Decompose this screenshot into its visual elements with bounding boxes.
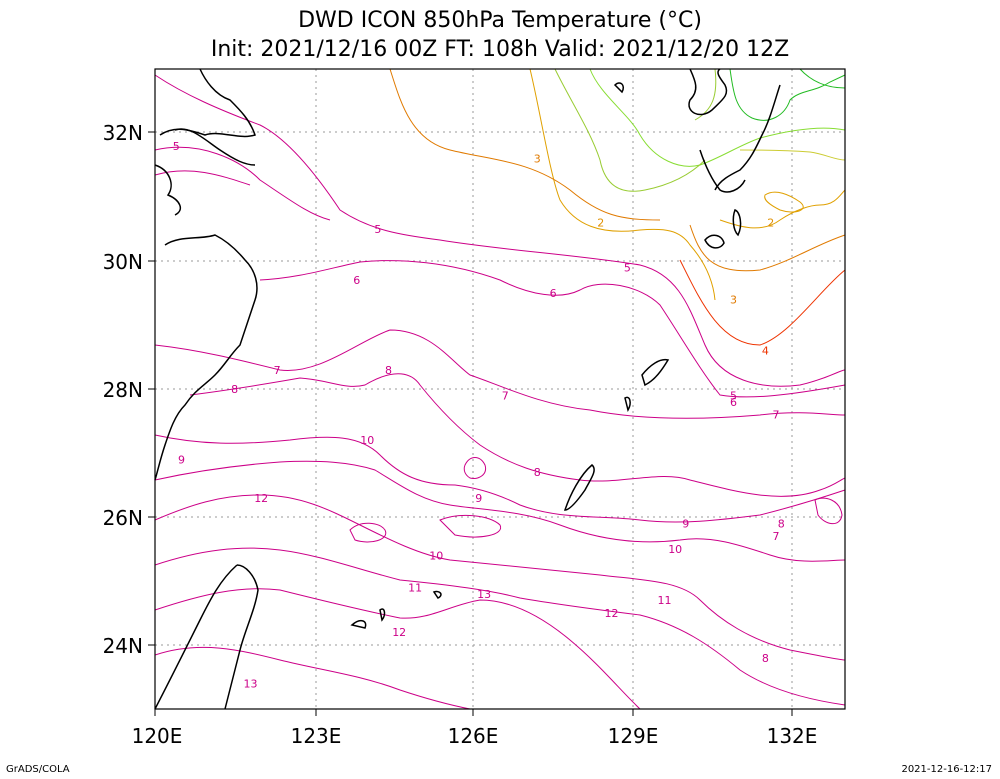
contour-label: 11 xyxy=(658,594,672,607)
contour-label: 13 xyxy=(244,677,258,690)
contour-label: 10 xyxy=(429,549,443,562)
footer-credit: GrADS/COLA xyxy=(6,764,70,775)
x-tick-label: 120E xyxy=(132,724,183,748)
y-tick-label: 24N xyxy=(103,634,143,658)
map-title: DWD ICON 850hPa Temperature (°C) xyxy=(298,8,702,33)
contour-warm xyxy=(389,68,846,301)
contour-label: 9 xyxy=(475,492,482,505)
contour-label: 5 xyxy=(374,223,381,236)
x-tick-label: 126E xyxy=(448,724,499,748)
y-tick-label: 30N xyxy=(103,250,143,274)
contour-cold xyxy=(554,68,846,192)
contour-label: 8 xyxy=(231,383,238,396)
axis-ticks xyxy=(148,131,793,716)
x-axis-labels: 120E 123E 126E 129E 132E xyxy=(132,724,818,748)
contour-label: 2 xyxy=(597,217,604,230)
y-tick-label: 32N xyxy=(103,121,143,145)
contour-label: 6 xyxy=(550,287,557,300)
contour-label: 11 xyxy=(408,581,422,594)
contour-label: 9 xyxy=(682,517,689,530)
contour-label: 10 xyxy=(668,543,682,556)
contour-label: 8 xyxy=(385,364,392,377)
contour-label: 7 xyxy=(773,530,780,543)
y-axis-labels: 32N 30N 28N 26N 24N xyxy=(103,121,143,658)
contour-label: 6 xyxy=(730,396,737,409)
y-tick-label: 26N xyxy=(103,506,143,530)
contour-label: 7 xyxy=(502,389,509,402)
contour-label: 7 xyxy=(773,409,780,422)
contour-label: 5 xyxy=(173,140,180,153)
contour-label: 12 xyxy=(392,626,406,639)
contour-mid xyxy=(154,74,846,710)
x-tick-label: 132E xyxy=(767,724,818,748)
contour-label: 9 xyxy=(178,453,185,466)
contour-label: 3 xyxy=(534,153,541,166)
contour-label: 8 xyxy=(534,466,541,479)
contour-label: 8 xyxy=(762,652,769,665)
contour-label: 6 xyxy=(353,274,360,287)
contour-label: 12 xyxy=(254,492,268,505)
coastlines xyxy=(154,68,781,710)
contour-label: 12 xyxy=(605,607,619,620)
contour-label: 3 xyxy=(730,293,737,306)
x-tick-label: 123E xyxy=(291,724,342,748)
contour-label: 4 xyxy=(762,345,769,358)
contour-label: 7 xyxy=(274,364,281,377)
gridlines xyxy=(155,69,845,709)
contour-label: 8 xyxy=(778,517,785,530)
map-subtitle: Init: 2021/12/16 00Z FT: 108h Valid: 202… xyxy=(210,37,790,62)
x-tick-label: 129E xyxy=(608,724,659,748)
contour-label: 5 xyxy=(624,261,631,274)
contour-label: 10 xyxy=(360,434,374,447)
contour-label: 13 xyxy=(477,588,491,601)
footer-timestamp: 2021-12-16-12:17 xyxy=(901,764,992,775)
contour-label: 5 xyxy=(730,389,737,402)
contour-label: 2 xyxy=(767,217,774,230)
y-tick-label: 28N xyxy=(103,378,143,402)
